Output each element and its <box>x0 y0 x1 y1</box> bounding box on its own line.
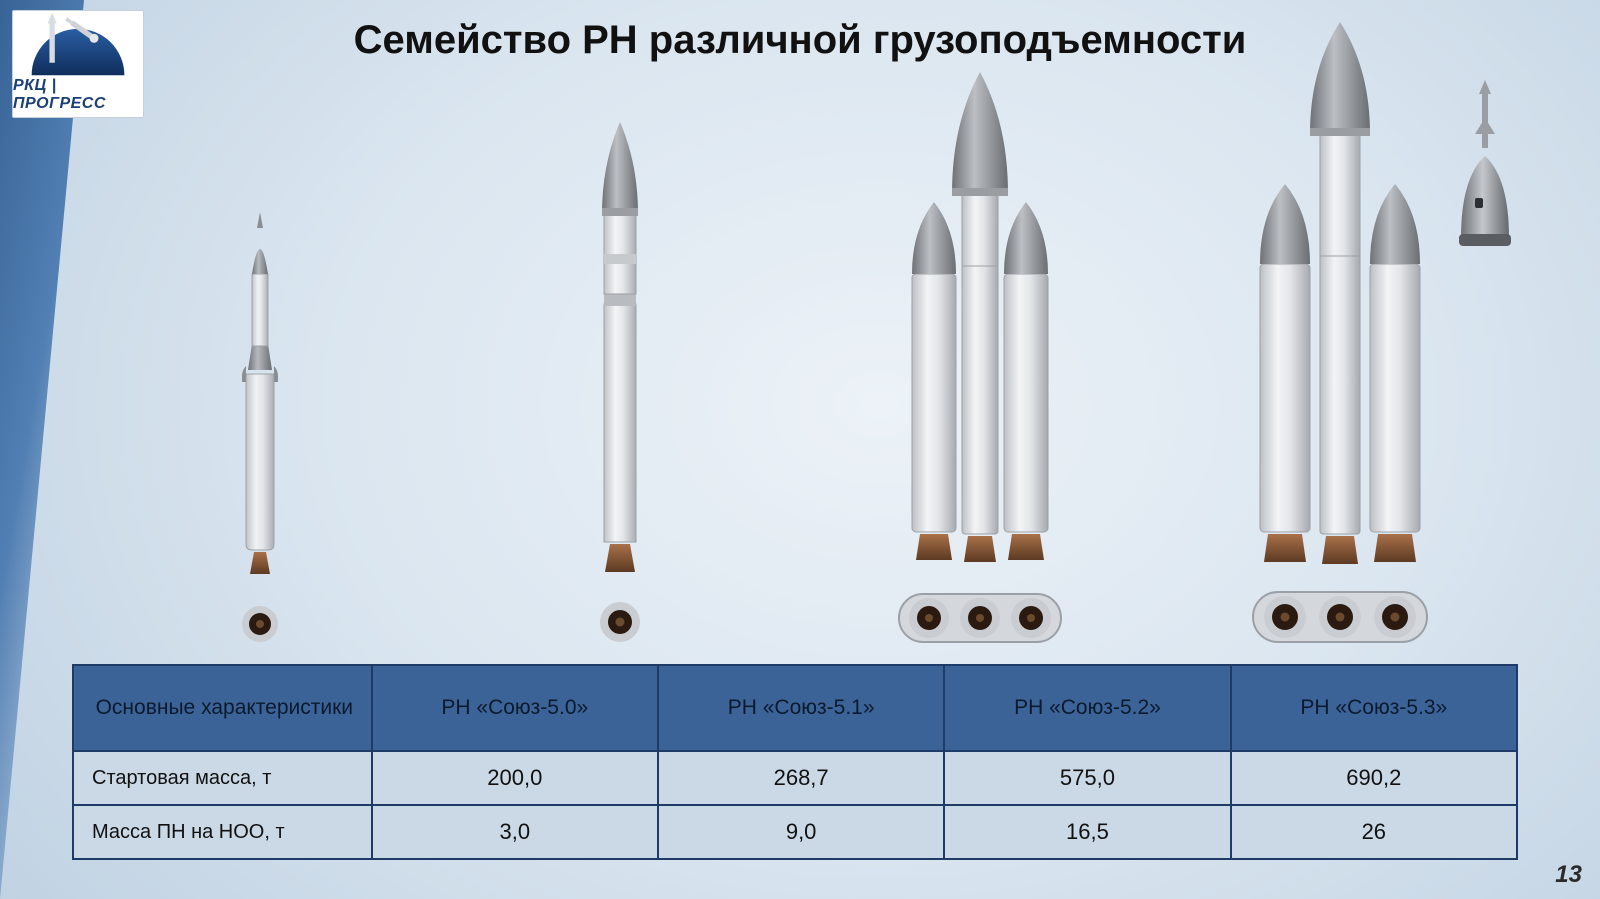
engine-view-5-1-icon <box>594 596 646 648</box>
cell: 16,5 <box>944 805 1230 859</box>
cell: 575,0 <box>944 751 1230 805</box>
cell: 690,2 <box>1231 751 1517 805</box>
row-label-launch-mass: Стартовая масса, т <box>73 751 372 805</box>
table-header-soyuz-5-2: РН «Союз-5.2» <box>944 665 1230 751</box>
table-header-soyuz-5-3: РН «Союз-5.3» <box>1231 665 1517 751</box>
cell: 9,0 <box>658 805 944 859</box>
rocket-soyuz-5-3 <box>1185 88 1495 648</box>
cell: 268,7 <box>658 751 944 805</box>
row-label-leo-payload: Масса ПН на НОО, т <box>73 805 372 859</box>
cell: 3,0 <box>372 805 658 859</box>
rocket-soyuz-5-1 <box>465 88 775 648</box>
rocket-5-3-icon <box>1220 14 1460 584</box>
rocket-soyuz-5-0 <box>105 88 415 648</box>
table-header-characteristics: Основные характеристики <box>73 665 372 751</box>
rocket-row <box>80 78 1520 648</box>
spec-table: Основные характеристики РН «Союз-5.0» РН… <box>72 664 1518 860</box>
page-number: 13 <box>1555 861 1582 889</box>
table-header-row: Основные характеристики РН «Союз-5.0» РН… <box>73 665 1517 751</box>
engine-view-5-0-icon <box>236 600 284 648</box>
cell: 200,0 <box>372 751 658 805</box>
cell: 26 <box>1231 805 1517 859</box>
slide: РКЦ | ПРОГРЕСС Семейство РН различной гр… <box>0 0 1600 899</box>
rocket-soyuz-5-2 <box>825 88 1135 648</box>
table-row: Масса ПН на НОО, т 3,0 9,0 16,5 26 <box>73 805 1517 859</box>
engine-view-5-3-icon <box>1249 586 1431 648</box>
rocket-5-1-icon <box>560 104 680 584</box>
engine-view-5-2-icon <box>895 588 1065 648</box>
rocket-5-0-icon <box>210 194 310 584</box>
table-row: Стартовая масса, т 200,0 268,7 575,0 690… <box>73 751 1517 805</box>
table-header-soyuz-5-1: РН «Союз-5.1» <box>658 665 944 751</box>
crew-capsule-icon <box>1445 78 1525 258</box>
rocket-5-2-icon <box>870 54 1090 584</box>
table-header-soyuz-5-0: РН «Союз-5.0» <box>372 665 658 751</box>
